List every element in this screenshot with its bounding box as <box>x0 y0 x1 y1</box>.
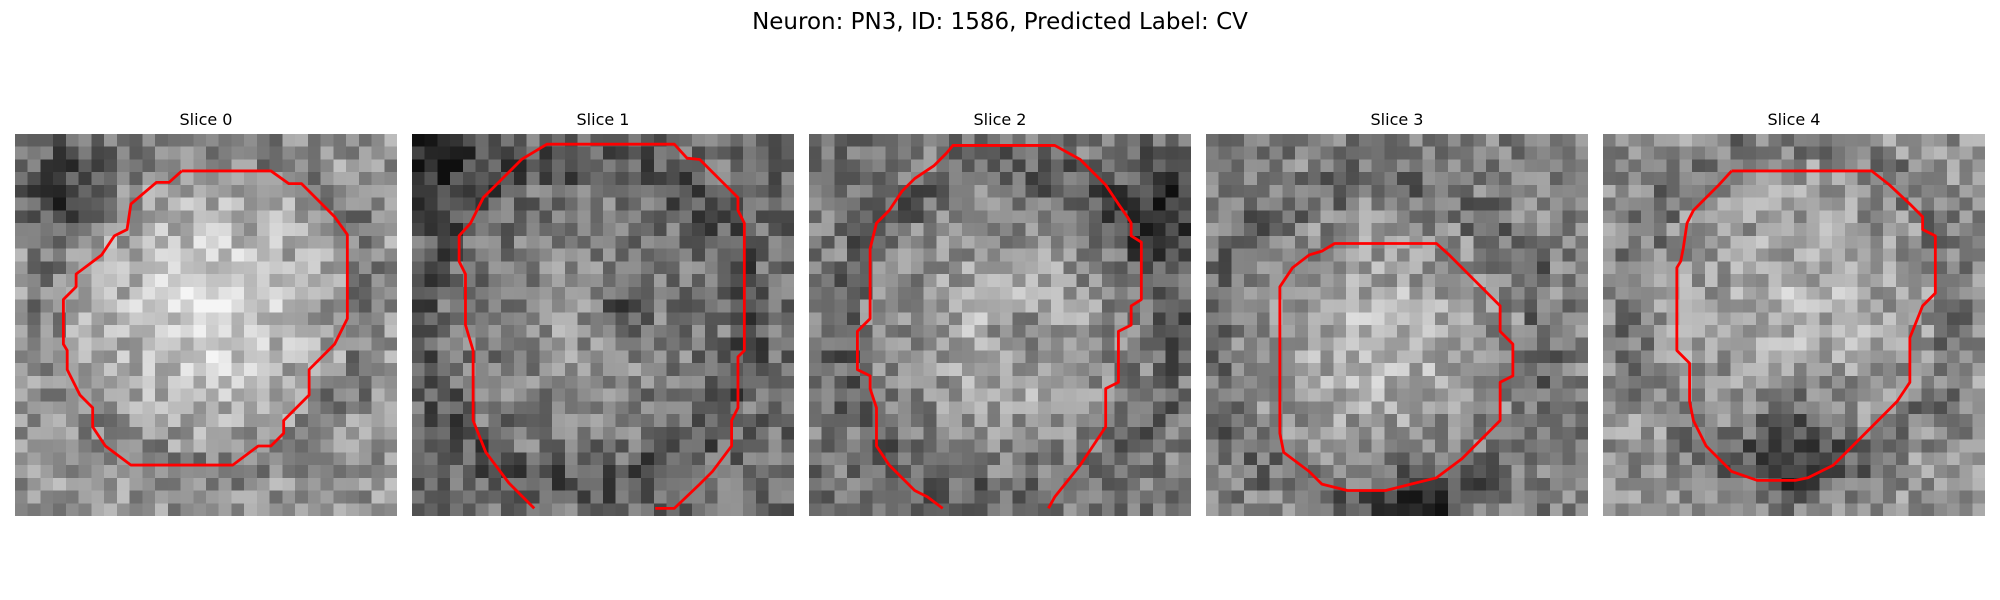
grayscale-pixels <box>809 134 1191 516</box>
slice-panel-4: Slice 4 <box>1603 108 1985 518</box>
grayscale-pixels <box>412 134 794 516</box>
segmentation-contour <box>855 144 1143 510</box>
slice-image-3 <box>1206 134 1588 516</box>
slice-image-0 <box>15 134 397 516</box>
slice-title-3: Slice 3 <box>1370 110 1424 129</box>
grayscale-pixels <box>1603 134 1985 516</box>
slice-title-4: Slice 4 <box>1767 110 1821 129</box>
slice-title-0: Slice 0 <box>179 110 233 129</box>
segmentation-contour <box>1278 242 1515 492</box>
slice-panel-1: Slice 1 <box>412 108 794 518</box>
slice-image-4 <box>1603 134 1985 516</box>
slice-panel-0: Slice 0 <box>15 108 397 518</box>
slice-title-1: Slice 1 <box>576 110 630 129</box>
slice-panel-2: Slice 2 <box>809 108 1191 518</box>
segmentation-contour <box>1675 169 1937 482</box>
slice-image-1 <box>412 134 794 516</box>
segmentation-contour <box>61 169 349 467</box>
figure-title: Neuron: PN3, ID: 1586, Predicted Label: … <box>752 9 1248 35</box>
grayscale-pixels <box>15 134 397 516</box>
slice-panel-3: Slice 3 <box>1206 108 1588 518</box>
segmentation-contour <box>457 142 746 510</box>
grayscale-pixels <box>1206 134 1588 516</box>
slice-image-2 <box>809 134 1191 516</box>
slice-title-2: Slice 2 <box>973 110 1027 129</box>
